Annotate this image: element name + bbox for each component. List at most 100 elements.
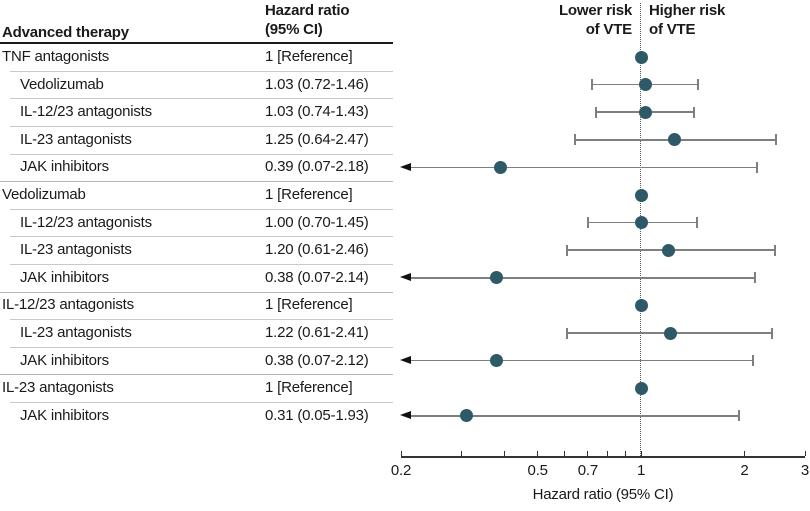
ci-cap-left: [595, 106, 598, 118]
forest-dot: [639, 78, 652, 92]
ci-cap-left: [566, 327, 569, 339]
ci-line: [407, 166, 758, 169]
table-col1-header: Advanced therapy: [2, 24, 129, 41]
therapy-label: TNF antagonists: [2, 48, 110, 65]
lower-risk-label: Lower risk of VTE: [480, 2, 632, 39]
row-separator: [10, 98, 393, 100]
x-axis-title: Hazard ratio (95% CI): [532, 486, 674, 503]
axis-tick-label: 0.7: [577, 462, 599, 479]
therapy-label: IL-12/23 antagonists: [20, 103, 152, 121]
lower-risk-label-line2: of VTE: [585, 20, 633, 38]
forest-dot: [634, 298, 648, 312]
axis-tick-label: 3: [800, 462, 810, 479]
therapy-label: JAK inhibitors: [20, 406, 109, 424]
hazard-ratio-value: 1.03 (0.72-1.46): [265, 75, 369, 93]
axis-tick: [640, 451, 642, 456]
ci-cap-right: [771, 327, 774, 339]
ci-cap-right: [753, 272, 756, 284]
axis-tick: [537, 451, 539, 456]
arrow-left-icon: [400, 162, 411, 171]
section-separator: [0, 291, 393, 293]
hazard-ratio-value: 1 [Reference]: [265, 296, 353, 314]
axis-tick: [624, 451, 626, 456]
hazard-ratio-value: 1 [Reference]: [265, 48, 353, 65]
axis-tick: [503, 451, 505, 456]
hazard-ratio-value: 0.38 (0.07-2.14): [265, 268, 369, 286]
forest-dot: [459, 409, 473, 423]
section-separator: [0, 374, 393, 376]
axis-tick: [587, 451, 589, 456]
row-separator: [10, 153, 393, 155]
therapy-label: IL-23 antagonists: [2, 379, 114, 397]
axis-tick: [744, 451, 745, 456]
forest-dot: [639, 105, 652, 119]
hazard-ratio-value: 1.22 (0.61-2.41): [265, 324, 369, 341]
ci-cap-right: [774, 244, 777, 256]
axis-tick-label: 0.2: [390, 462, 412, 479]
hazard-ratio-value: 0.31 (0.05-1.93): [265, 406, 369, 424]
row-separator: [10, 236, 393, 238]
therapy-label: Vedolizumab: [2, 186, 86, 203]
lower-risk-label-line1: Lower risk: [558, 2, 632, 19]
axis-tick-label: 1: [637, 462, 646, 479]
ci-line: [407, 359, 754, 362]
hazard-ratio-value: 0.39 (0.07-2.18): [265, 158, 369, 176]
forest-dot: [634, 188, 648, 202]
therapy-label: IL-12/23 antagonists: [20, 213, 152, 231]
therapy-label: JAK inhibitors: [20, 158, 109, 176]
forest-dot: [667, 133, 681, 147]
forest-dot: [494, 160, 508, 174]
ci-cap-right: [774, 134, 777, 146]
section-separator: [0, 181, 393, 183]
axis-tick: [804, 451, 806, 456]
forest-dot: [634, 50, 648, 64]
ci-cap-right: [695, 217, 698, 229]
axis-tick-label: 0.5: [527, 462, 548, 479]
ci-cap-left: [591, 79, 594, 91]
forest-dot: [634, 216, 648, 230]
forest-dot: [490, 354, 504, 368]
reference-line: [640, 3, 641, 456]
therapy-label: IL-12/23 antagonists: [2, 296, 134, 314]
forest-dot: [664, 326, 678, 340]
therapy-label: JAK inhibitors: [20, 351, 109, 369]
hazard-ratio-value: 1.25 (0.64-2.47): [265, 130, 369, 148]
higher-risk-label: Higher risk of VTE: [649, 2, 809, 39]
row-separator: [10, 264, 393, 265]
therapy-label: IL-23 antagonists: [20, 324, 132, 341]
axis-tick: [564, 451, 566, 456]
row-separator: [10, 402, 393, 403]
therapy-label: IL-23 antagonists: [20, 241, 132, 259]
hazard-ratio-value: 1 [Reference]: [265, 186, 353, 203]
row-separator: [10, 70, 393, 72]
therapy-label: JAK inhibitors: [20, 268, 109, 286]
table-col2-header-line1: Hazard ratio: [265, 2, 350, 19]
ci-line: [407, 415, 740, 417]
arrow-left-icon: [400, 356, 411, 365]
arrow-left-icon: [400, 273, 411, 282]
ci-cap-right: [756, 161, 759, 173]
axis-tick: [400, 451, 402, 456]
hazard-ratio-value: 1.03 (0.74-1.43): [265, 103, 369, 121]
therapy-label: IL-23 antagonists: [20, 130, 132, 148]
hazard-ratio-value: 0.38 (0.07-2.12): [265, 351, 369, 369]
row-separator: [10, 319, 393, 321]
axis-tick-label: 2: [740, 462, 749, 479]
ci-cap-left: [566, 244, 569, 256]
arrow-left-icon: [400, 411, 411, 420]
forest-dot: [661, 243, 675, 257]
higher-risk-label-line1: Higher risk: [649, 2, 726, 19]
forest-dot: [634, 381, 648, 395]
forest-dot: [490, 271, 504, 285]
axis-tick: [460, 451, 462, 456]
row-separator: [10, 346, 393, 348]
ci-line: [407, 277, 755, 279]
row-separator: [10, 126, 393, 127]
hazard-ratio-value: 1.00 (0.70-1.45): [265, 213, 369, 231]
ci-cap-right: [693, 106, 696, 118]
ci-cap-left: [586, 217, 589, 229]
axis-line: [401, 456, 805, 458]
ci-cap-right: [696, 79, 699, 91]
therapy-label: Vedolizumab: [20, 75, 104, 93]
